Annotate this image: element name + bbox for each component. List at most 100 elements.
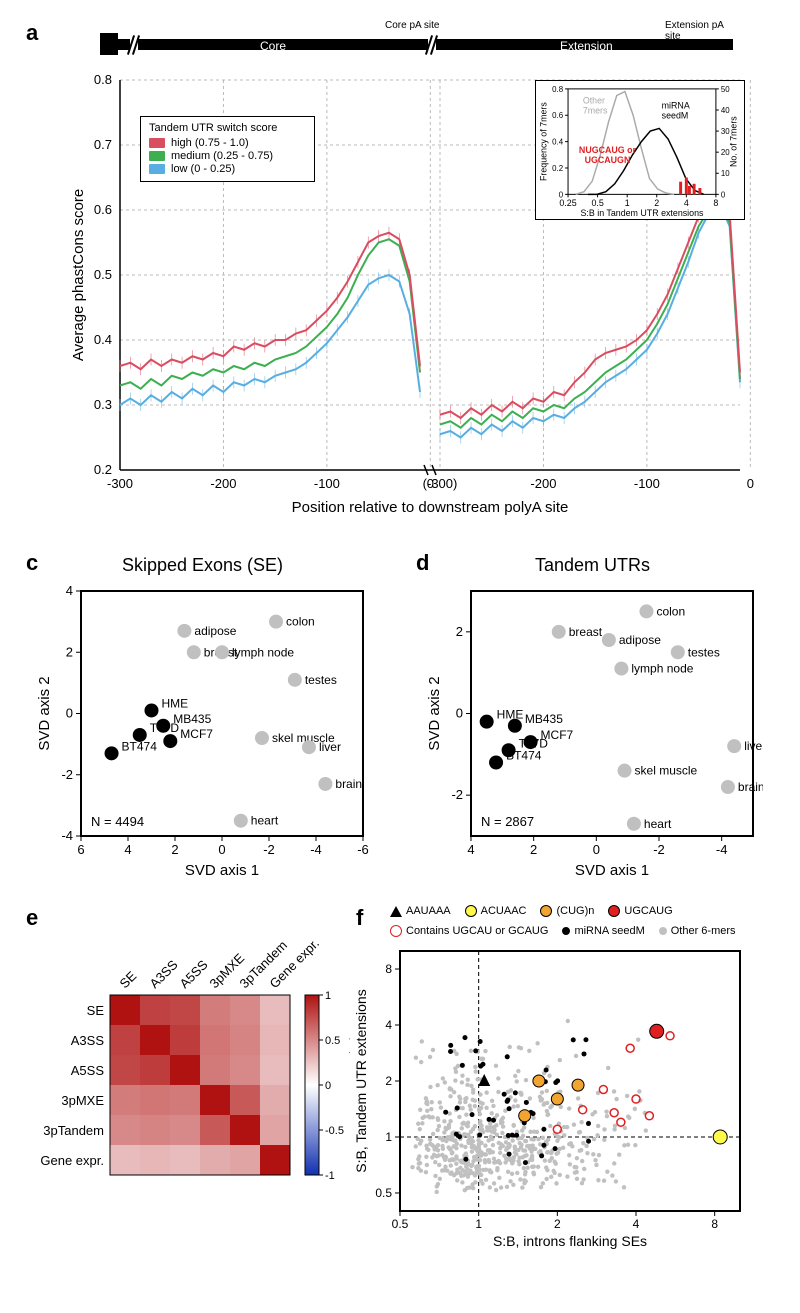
svg-text:SVD axis 1: SVD axis 1 [574,862,648,879]
svg-text:S:B, introns flanking SEs: S:B, introns flanking SEs [493,1233,647,1249]
svg-text:heart: heart [643,817,671,831]
svg-text:colon: colon [286,615,315,629]
svg-text:lymph node: lymph node [232,645,294,659]
legend-item: ACUAAC [465,905,527,917]
sch-ext-label: Extension [560,39,613,53]
svg-text:MCF7: MCF7 [180,727,213,741]
svg-text:6: 6 [77,842,84,857]
panel-e-label: e [26,905,38,931]
svg-text:UGCAUGN: UGCAUGN [585,155,631,165]
svg-text:colon: colon [656,604,685,618]
svg-text:3pTandem: 3pTandem [43,1123,104,1138]
legend-item: Other 6-mers [659,925,736,937]
svg-text:3pMXE: 3pMXE [61,1093,104,1108]
svg-text:0.6: 0.6 [94,202,112,217]
svg-text:2: 2 [455,624,462,639]
svg-text:50: 50 [721,85,730,94]
svg-text:8: 8 [385,962,392,976]
svg-text:4: 4 [467,842,474,857]
svg-text:0.6: 0.6 [552,111,564,120]
panel-c-title: Skipped Exons (SE) [20,555,385,576]
legend-item: Contains UGCAU or GCAUG [390,925,548,937]
svg-text:0.5: 0.5 [392,1217,409,1231]
svg-text:Frequency of 7mers: Frequency of 7mers [538,102,548,181]
panel-a: a Core Extension Core pA site Extension … [20,20,780,530]
svg-text:testes: testes [687,645,719,659]
svg-text:0: 0 [65,706,72,721]
svg-text:0.8: 0.8 [94,72,112,87]
svg-text:-1: -1 [325,1170,335,1182]
svg-text:BT474: BT474 [506,749,542,763]
svg-text:0: 0 [325,1080,331,1092]
legend-item: high (0.75 - 1.0) [149,137,306,149]
svg-text:-100: -100 [314,476,340,491]
svg-text:-200: -200 [210,476,236,491]
svg-text:testes: testes [304,673,336,687]
svg-text:-4: -4 [61,828,73,843]
svg-text:4: 4 [684,198,689,208]
panel-a-legend: Tandem UTR switch score high (0.75 - 1.0… [140,116,315,182]
svg-text:SE: SE [87,1003,105,1018]
svg-text:0.4: 0.4 [94,332,112,347]
svg-text:4: 4 [65,583,72,598]
svg-text:0.5: 0.5 [375,1186,392,1200]
svg-text:0.5: 0.5 [94,267,112,282]
svg-text:0.4: 0.4 [552,138,564,147]
svg-text:7mers: 7mers [583,106,608,116]
svg-text:40: 40 [721,106,730,115]
svg-text:-2: -2 [653,842,665,857]
svg-text:0.5: 0.5 [591,198,603,208]
panel-e: e SESEA3SSA3SSA5SSA5SS3pMXE3pMXE3pTandem… [20,905,350,1255]
svg-text:No. of 7mers: No. of 7mers [729,116,739,167]
svg-text:breast: breast [568,625,602,639]
svg-text:0.2: 0.2 [94,462,112,477]
svg-text:N = 2867: N = 2867 [481,814,534,829]
svg-text:2: 2 [65,644,72,659]
panel-f: f AAUAAAACUAAC(CUG)nUGCAUGContains UGCAU… [350,905,760,1265]
svg-text:Other: Other [583,96,605,106]
svg-text:4: 4 [385,1018,392,1032]
svg-text:-4: -4 [715,842,727,857]
svg-text:S:B in Tandem UTR extensions: S:B in Tandem UTR extensions [580,208,704,218]
svg-text:0: 0 [218,842,225,857]
svg-text:0: 0 [592,842,599,857]
sch-core-pa: Core pA site [385,20,439,31]
svg-text:MB435: MB435 [524,712,562,726]
svg-text:HME: HME [496,708,523,722]
svg-text:T47D: T47D [149,721,179,735]
svg-text:SVD axis 1: SVD axis 1 [184,862,258,879]
svg-text:2: 2 [530,842,537,857]
svg-text:0: 0 [559,190,564,199]
svg-text:2: 2 [654,198,659,208]
svg-text:1: 1 [385,1130,392,1144]
panel-f-label: f [356,905,363,931]
svg-text:skel muscle: skel muscle [634,764,697,778]
svg-text:1: 1 [475,1217,482,1231]
panel-c: c Skipped Exons (SE) 6420-2-4-6-4-2024ad… [20,550,385,890]
svg-text:adipose: adipose [618,633,660,647]
panel-a-inset: 0.250.5124800.20.40.60.801020304050Other… [535,80,745,220]
panel-c-label: c [26,550,38,576]
svg-text:0.25: 0.25 [559,198,576,208]
svg-text:1: 1 [325,990,331,1002]
svg-text:0.2: 0.2 [552,164,563,173]
svg-text:N = 4494: N = 4494 [91,814,144,829]
legend-item: medium (0.25 - 0.75) [149,150,306,162]
svg-text:SE: SE [117,968,140,991]
svg-text:0.7: 0.7 [94,137,112,152]
panel-f-legend: AAUAAAACUAAC(CUG)nUGCAUGContains UGCAU o… [390,905,760,937]
svg-text:8: 8 [711,1217,718,1231]
panel-a-label: a [26,20,38,46]
svg-text:A3SS: A3SS [71,1033,105,1048]
svg-text:A5SS: A5SS [177,957,211,991]
legend-item: AAUAAA [390,905,451,917]
svg-text:liver: liver [744,739,763,753]
svg-text:miRNA: miRNA [662,101,690,111]
svg-text:-100: -100 [634,476,660,491]
svg-text:-2: -2 [61,767,73,782]
svg-text:0: 0 [721,190,726,199]
svg-text:4: 4 [124,842,131,857]
svg-text:A3SS: A3SS [147,957,181,991]
sch-core-label: Core [260,39,286,53]
svg-text:adipose: adipose [194,624,236,638]
